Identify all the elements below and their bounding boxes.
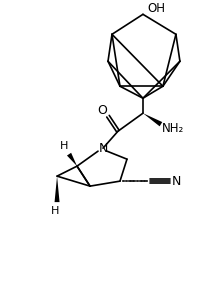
Text: OH: OH xyxy=(147,2,165,15)
Text: N: N xyxy=(98,142,108,155)
Text: H: H xyxy=(60,141,68,151)
Polygon shape xyxy=(55,176,59,202)
Text: NH₂: NH₂ xyxy=(162,122,184,135)
Polygon shape xyxy=(67,153,77,166)
Text: O: O xyxy=(97,104,107,117)
Text: H: H xyxy=(51,206,59,216)
Polygon shape xyxy=(143,113,162,126)
Text: N: N xyxy=(172,175,182,188)
